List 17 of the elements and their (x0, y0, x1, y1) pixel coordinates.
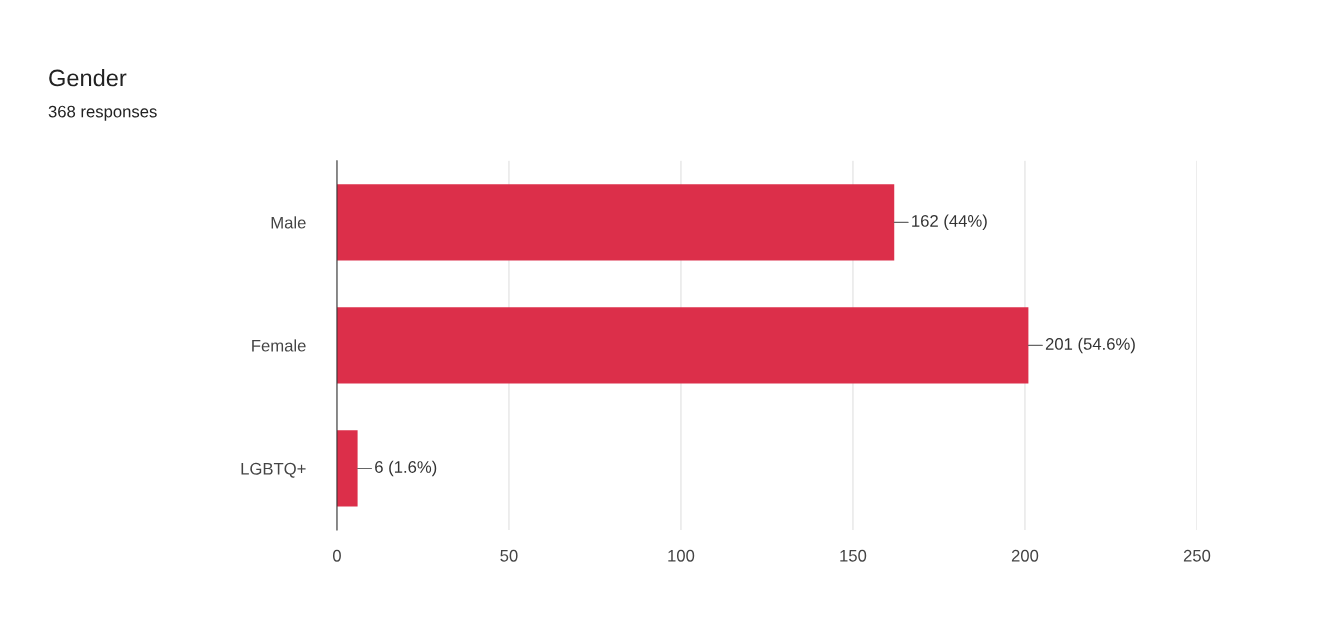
bar (336, 184, 895, 261)
x-tick-label: 0 (332, 549, 341, 562)
x-tick-label: 250 (1183, 549, 1211, 562)
text: 368 responses (48, 105, 157, 121)
x-tick-label: 200 (1011, 549, 1039, 562)
text: Gender (49, 69, 127, 87)
data-label: 162 (44%) (912, 214, 987, 231)
bar (336, 430, 358, 507)
y-tick-label: Female (252, 339, 306, 352)
x-tick-label: 100 (668, 549, 695, 562)
x-tick-label: 150 (840, 549, 867, 562)
y-tick-label: Male (271, 216, 306, 229)
bar (336, 307, 1029, 384)
data-label: 201 (54.6%) (1045, 337, 1135, 354)
data-label: 6 (1.6%) (375, 460, 437, 477)
y-tick-label: LGBTQ+ (241, 462, 306, 478)
x-tick-label: 50 (500, 549, 518, 562)
